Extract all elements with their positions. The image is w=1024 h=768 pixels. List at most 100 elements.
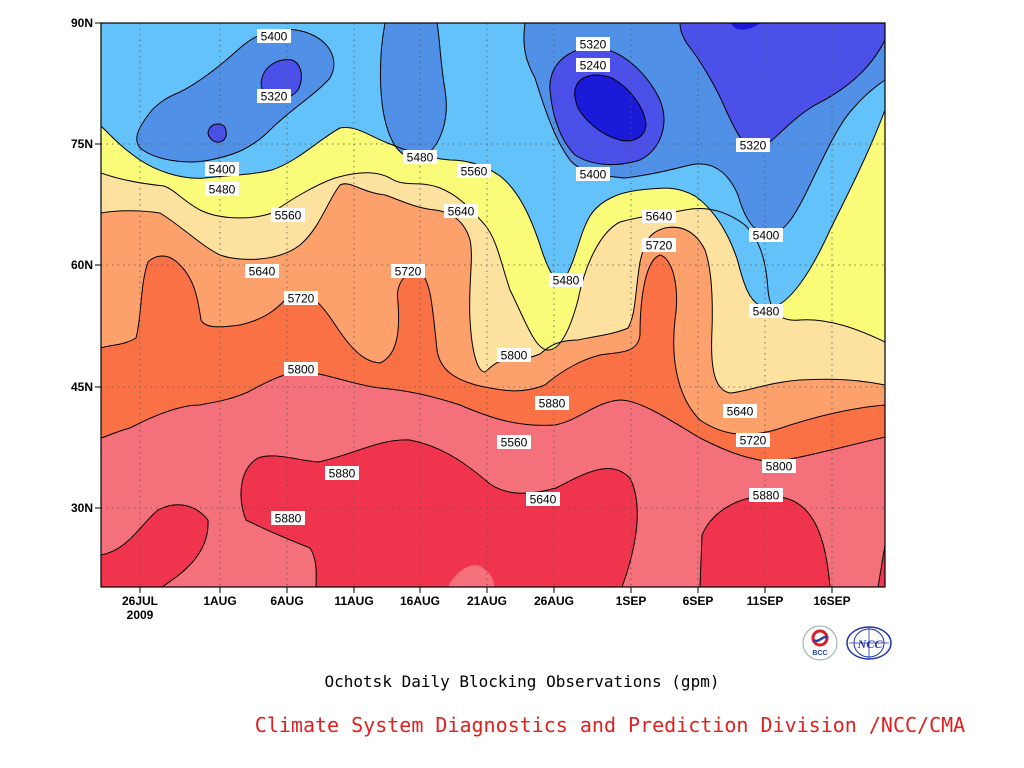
contour-label: 5880: [325, 466, 359, 481]
contour-label-bg: [497, 348, 531, 362]
x-tick-label: 26AUG: [534, 594, 574, 608]
band-5240-5320: [208, 23, 885, 165]
contour-label-text: 5720: [395, 265, 422, 279]
y-tick-label: 45N: [71, 380, 93, 394]
contour-label-text: 5720: [740, 434, 767, 448]
contour-label-bg: [271, 208, 305, 222]
contour-label-text: 5640: [646, 210, 673, 224]
x-tick-label: 26JUL: [122, 594, 158, 608]
contour-label-text: 5640: [448, 205, 475, 219]
x-year-label: 2009: [127, 608, 154, 622]
contour-label: 5560: [457, 164, 491, 179]
x-tick-label: 16SEP: [813, 594, 850, 608]
y-tick-label: 30N: [71, 501, 93, 515]
contour-label-text: 5800: [766, 460, 793, 474]
contour-label-bg: [205, 182, 239, 196]
contour-label: 5880: [271, 511, 305, 526]
band-below-5240: [574, 23, 760, 141]
contour-label-bg: [497, 435, 531, 449]
contour-label: 5320: [576, 37, 610, 52]
contour-label: 5720: [642, 238, 676, 253]
contour-label-bg: [257, 89, 291, 103]
contour-label-text: 5560: [501, 436, 528, 450]
contour-label: 5320: [736, 138, 770, 153]
contour-label-text: 5800: [288, 363, 315, 377]
contour-label-text: 5720: [646, 239, 673, 253]
bcc-logo: BCC: [802, 625, 838, 661]
contour-label: 5400: [205, 162, 239, 177]
contour-label-text: 5320: [580, 38, 607, 52]
x-tick-label: 6AUG: [270, 594, 303, 608]
contour-label-text: 5800: [501, 349, 528, 363]
contour-label: 5640: [526, 492, 560, 507]
contour-label: 5240: [576, 58, 610, 73]
contour-label-bg: [549, 273, 583, 287]
contour-label-bg: [642, 209, 676, 223]
contour-label-bg: [205, 162, 239, 176]
contour-label-text: 5880: [753, 489, 780, 503]
contour-label-text: 5560: [275, 209, 302, 223]
x-tick-label: 6SEP: [683, 594, 714, 608]
x-tick-label: 11SEP: [747, 594, 784, 608]
contour-label: 5800: [497, 348, 531, 363]
contour-label: 5880: [749, 488, 783, 503]
contour-label-text: 5320: [261, 90, 288, 104]
contour-label-text: 5880: [329, 467, 356, 481]
contour-label-bg: [284, 362, 318, 376]
contour-label-bg: [245, 264, 279, 278]
contour-label-bg: [526, 492, 560, 506]
contour-label: 5400: [576, 167, 610, 182]
x-tick-label: 21AUG: [467, 594, 507, 608]
y-tick-label: 75N: [71, 137, 93, 151]
contour-label-bg: [457, 164, 491, 178]
contour-label: 5480: [403, 150, 437, 165]
contour-label-text: 5560: [461, 165, 488, 179]
contour-label-bg: [403, 150, 437, 164]
svg-text:NCC: NCC: [857, 637, 884, 651]
contour-label-text: 5640: [727, 405, 754, 419]
contour-label-bg: [535, 396, 569, 410]
axes: 90N 75N 60N 45N 30N 26JUL 1AUG 6AUG 11AUG 16AUG 21…: [71, 16, 851, 622]
y-tick-label: 90N: [71, 16, 93, 30]
contour-label: 5800: [762, 459, 796, 474]
contour-label-text: 5400: [209, 163, 236, 177]
svg-text:BCC: BCC: [812, 650, 827, 657]
y-tick-label: 60N: [71, 258, 93, 272]
contour-label: 5640: [642, 209, 676, 224]
contour-label: 5400: [257, 29, 291, 44]
contour-label-bg: [723, 404, 757, 418]
contour-label-text: 5640: [249, 265, 276, 279]
contour-label-bg: [325, 466, 359, 480]
contour-label-bg: [736, 433, 770, 447]
contour-label-bg: [749, 228, 783, 242]
contour-label: 5560: [497, 435, 531, 450]
contour-label-text: 5880: [275, 512, 302, 526]
contour-label: 5640: [723, 404, 757, 419]
contour-label-text: 5480: [209, 183, 236, 197]
contour-fills: [101, 23, 885, 587]
credit-line: Climate System Diagnostics and Predictio…: [254, 713, 966, 737]
x-tick-label: 11AUG: [334, 594, 373, 608]
contour-label: 5640: [444, 204, 478, 219]
contour-label: 5480: [749, 304, 783, 319]
contour-label-bg: [736, 138, 770, 152]
x-tick-label: 1SEP: [616, 594, 647, 608]
gridlines: [101, 23, 885, 587]
contour-label-bg: [576, 167, 610, 181]
contour-label-text: 5400: [261, 30, 288, 44]
contour-label-text: 5640: [530, 493, 557, 507]
contour-label: 5800: [284, 362, 318, 377]
plot-frame: [100, 22, 886, 588]
chart-title: Ochotsk Daily Blocking Observations (gpm…: [324, 672, 720, 691]
contour-label-text: 5880: [539, 397, 566, 411]
contour-label-bg: [576, 37, 610, 51]
x-tick-label: 1AUG: [203, 594, 236, 608]
contour-label: 5880: [535, 396, 569, 411]
contour-label-bg: [257, 29, 291, 43]
contour-label-bg: [576, 58, 610, 72]
contour-label-bg: [762, 459, 796, 473]
contour-label-text: 5480: [553, 274, 580, 288]
contour-label: 5320: [257, 89, 291, 104]
contour-label: 5560: [271, 208, 305, 223]
